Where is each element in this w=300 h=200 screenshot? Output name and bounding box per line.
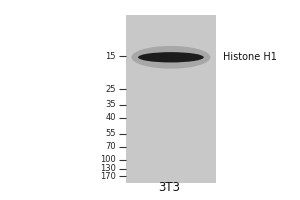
Text: 100: 100 — [100, 155, 116, 164]
Text: 170: 170 — [100, 172, 116, 181]
Text: 15: 15 — [105, 52, 116, 61]
Ellipse shape — [138, 52, 204, 62]
Text: Histone H1: Histone H1 — [223, 52, 277, 62]
Bar — [126, 15, 216, 183]
Text: 25: 25 — [105, 85, 116, 94]
Text: 130: 130 — [100, 164, 116, 173]
Text: 35: 35 — [105, 100, 116, 109]
Text: 70: 70 — [105, 142, 116, 151]
Text: 55: 55 — [105, 129, 116, 138]
Text: 40: 40 — [105, 113, 116, 122]
Text: 3T3: 3T3 — [158, 181, 180, 194]
Ellipse shape — [131, 46, 210, 69]
